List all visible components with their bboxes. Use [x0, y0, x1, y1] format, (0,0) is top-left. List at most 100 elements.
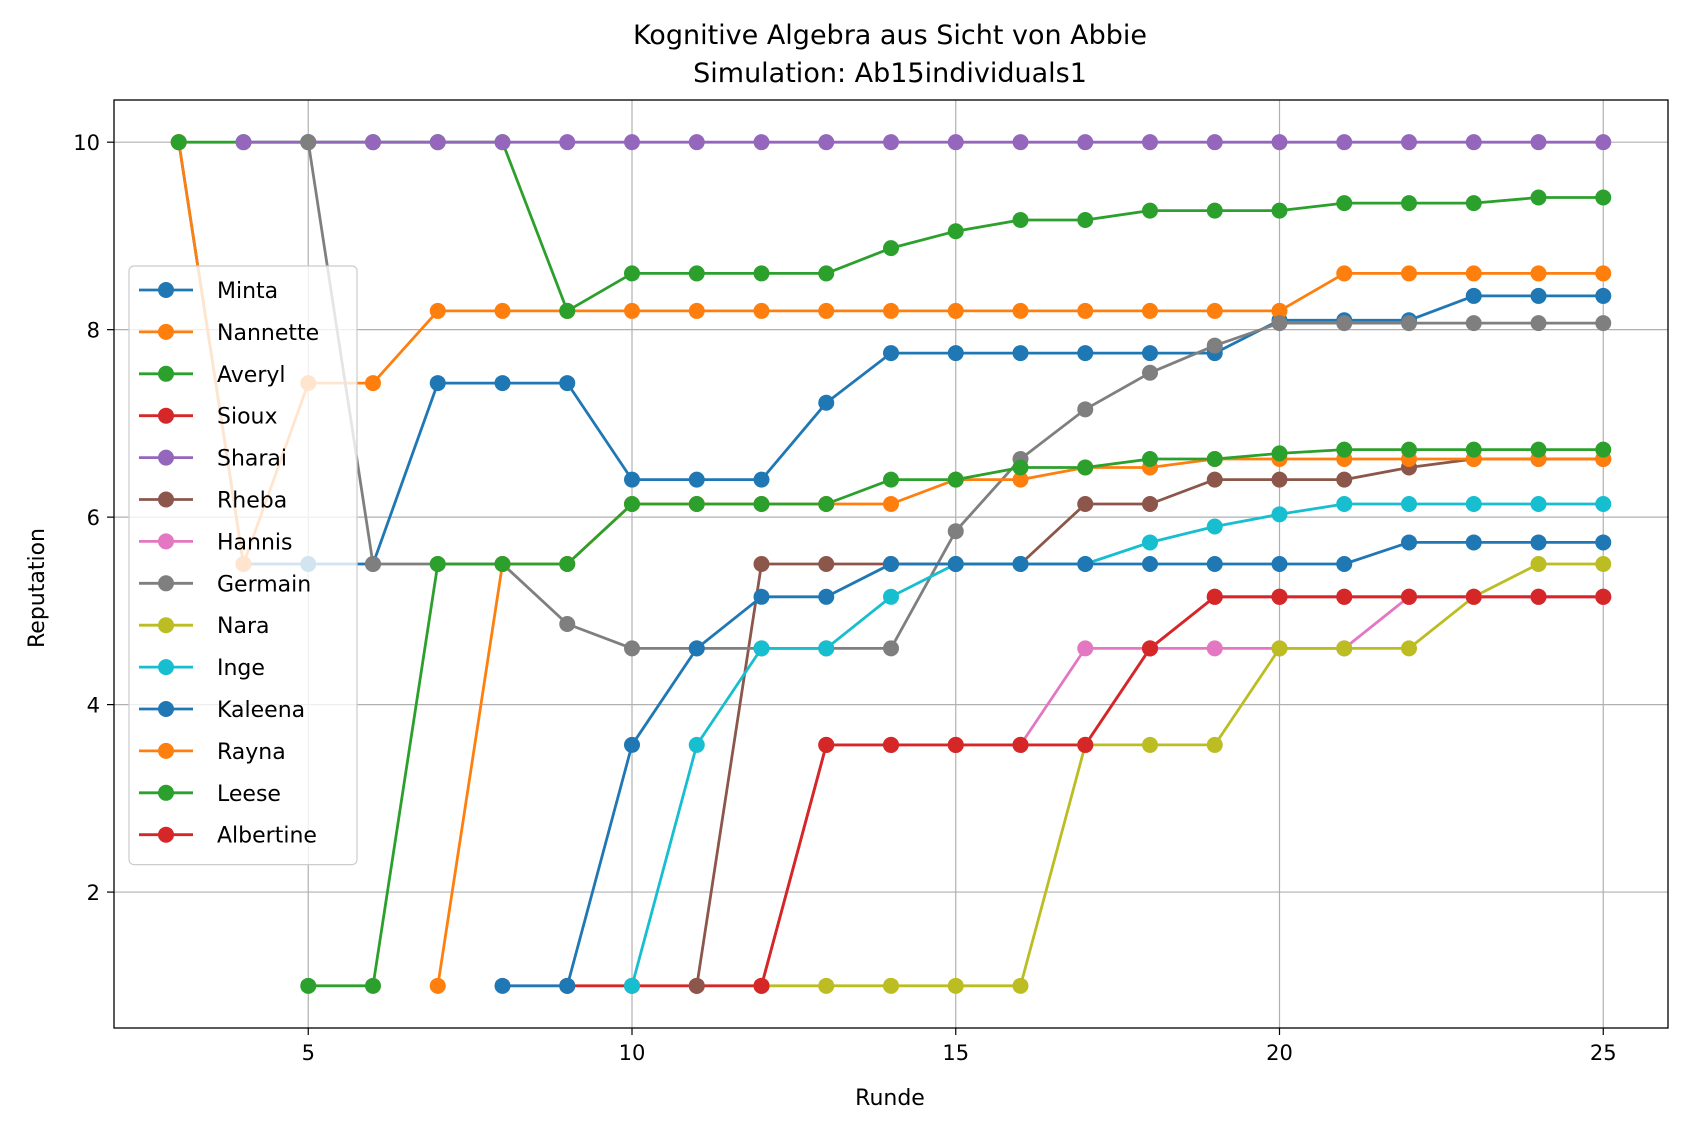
data-point-leese	[1142, 451, 1158, 468]
data-point-albertine	[1595, 588, 1612, 605]
data-point-averyl	[1401, 195, 1417, 212]
data-point-kaleena	[494, 977, 511, 994]
data-point-sharai	[818, 134, 835, 151]
legend-label-kaleena: Kaleena	[217, 698, 305, 723]
data-point-averyl	[559, 302, 576, 319]
data-point-minta	[1465, 287, 1482, 304]
data-point-leese	[624, 496, 640, 513]
data-point-germain	[883, 640, 899, 657]
data-point-albertine	[1336, 588, 1353, 605]
data-point-sharai	[1465, 134, 1482, 151]
data-point-minta	[1012, 345, 1029, 362]
data-point-averyl	[1465, 195, 1482, 212]
data-point-leese	[494, 556, 511, 572]
data-point-leese	[1401, 441, 1417, 458]
data-point-albertine	[947, 736, 964, 753]
data-point-sharai	[1530, 134, 1547, 151]
data-point-nannette	[429, 302, 446, 319]
legend-label-rheba: Rheba	[217, 489, 287, 514]
data-point-kaleena	[1012, 556, 1029, 572]
data-point-kaleena	[1401, 534, 1417, 551]
data-point-leese	[365, 977, 381, 994]
data-point-sharai	[1012, 134, 1029, 151]
legend-marker-nara	[158, 617, 174, 634]
data-point-germain	[1077, 401, 1094, 418]
data-point-albertine	[1401, 588, 1417, 605]
data-point-inge	[1271, 506, 1288, 523]
data-point-nannette	[1465, 265, 1482, 282]
data-point-germain	[300, 134, 317, 151]
data-point-leese	[429, 556, 446, 572]
data-point-leese	[1465, 441, 1482, 458]
data-point-germain	[1142, 364, 1158, 381]
data-point-germain	[365, 556, 381, 572]
data-point-kaleena	[818, 588, 835, 605]
data-point-germain	[559, 615, 576, 632]
legend-label-hannis: Hannis	[217, 530, 293, 555]
data-point-nannette	[753, 302, 770, 319]
plot-frame	[113, 99, 1669, 1029]
data-point-inge	[1206, 518, 1223, 535]
data-point-albertine	[753, 977, 770, 994]
data-point-rheba	[1336, 471, 1353, 488]
data-point-nannette	[1077, 302, 1094, 319]
legend-marker-albertine	[158, 826, 174, 843]
data-point-rheba	[1142, 496, 1158, 513]
data-point-sharai	[1336, 134, 1353, 151]
data-point-inge	[753, 640, 770, 657]
legend-marker-rheba	[158, 491, 174, 508]
data-point-nara	[1595, 556, 1612, 572]
data-point-inge	[624, 977, 640, 994]
data-point-averyl	[1142, 202, 1158, 219]
data-point-averyl	[1012, 211, 1029, 228]
data-point-minta	[1142, 345, 1158, 362]
data-point-kaleena	[1077, 556, 1094, 572]
data-point-minta	[947, 345, 964, 362]
data-point-leese	[1595, 441, 1612, 458]
legend-marker-kaleena	[158, 701, 174, 717]
data-point-sharai	[365, 134, 381, 151]
data-point-nara	[1012, 977, 1029, 994]
data-point-nannette	[1206, 302, 1223, 319]
data-point-averyl	[1077, 211, 1094, 228]
data-point-sharai	[1271, 134, 1288, 151]
legend-label-sharai: Sharai	[217, 447, 287, 472]
data-point-germain	[947, 523, 964, 540]
data-point-nannette	[1012, 302, 1029, 319]
legend-marker-sharai	[158, 449, 174, 466]
data-point-leese	[1012, 459, 1029, 476]
data-point-minta	[624, 471, 640, 488]
data-point-germain	[1206, 337, 1223, 354]
data-point-nannette	[365, 375, 381, 392]
data-point-leese	[1077, 459, 1094, 476]
data-point-kaleena	[947, 556, 964, 572]
data-point-albertine	[818, 736, 835, 753]
data-point-inge	[818, 640, 835, 657]
legend-marker-rayna	[158, 742, 174, 759]
data-point-nannette	[624, 302, 640, 319]
legend-label-albertine: Albertine	[217, 824, 317, 849]
data-point-nannette	[1336, 265, 1353, 282]
data-point-albertine	[1271, 588, 1288, 605]
data-point-averyl	[170, 134, 187, 151]
data-point-leese	[688, 496, 705, 513]
data-point-hannis	[1206, 640, 1223, 657]
data-point-rheba	[1271, 471, 1288, 488]
data-point-leese	[559, 556, 576, 572]
data-point-germain	[1336, 315, 1353, 332]
data-point-nannette	[1271, 302, 1288, 319]
y-axis-label: Reputation	[25, 528, 50, 648]
data-point-minta	[494, 375, 511, 392]
data-point-sharai	[688, 134, 705, 151]
data-point-nara	[1530, 556, 1547, 572]
data-point-minta	[818, 394, 835, 411]
data-point-minta	[1077, 345, 1094, 362]
data-point-averyl	[883, 240, 899, 257]
data-point-nannette	[1401, 265, 1417, 282]
y-tick-label: 6	[87, 506, 100, 530]
data-point-rheba	[1077, 496, 1094, 513]
data-point-kaleena	[559, 977, 576, 994]
data-point-sharai	[1595, 134, 1612, 151]
x-axis-label: Runde	[855, 1086, 925, 1111]
data-point-nara	[1206, 736, 1223, 753]
